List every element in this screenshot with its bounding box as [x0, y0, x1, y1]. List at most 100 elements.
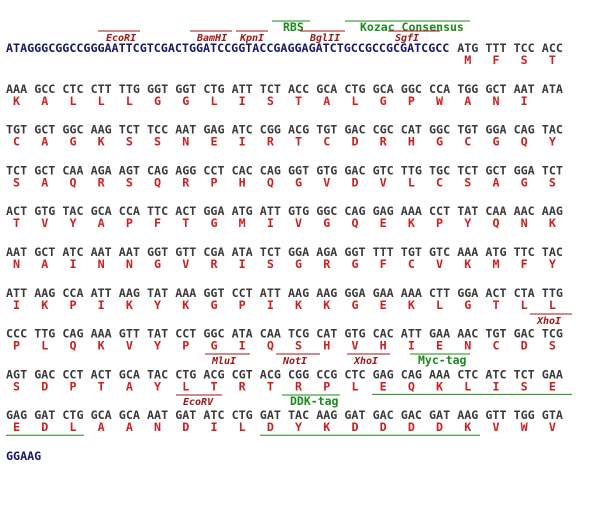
amino-acid: S — [549, 175, 556, 189]
amino-acid: S — [549, 339, 556, 353]
amino-acid: H — [323, 339, 330, 353]
amino-acid: S — [295, 339, 302, 353]
amino-acid: M — [464, 53, 471, 67]
codon: GTG — [288, 204, 309, 218]
codon: GGT — [203, 286, 224, 300]
codon: GGT — [288, 163, 309, 177]
codon: AAT — [6, 245, 27, 259]
amino-acid: H — [239, 175, 246, 189]
codon: GAA — [542, 367, 563, 381]
codon: GGT — [147, 82, 168, 96]
codon: ATC — [203, 408, 224, 422]
codon: CAG — [514, 123, 535, 137]
amino-acid: S — [13, 379, 20, 393]
codon: TGT — [401, 245, 422, 259]
amino-acid: R — [239, 379, 247, 393]
amino-acid: D — [267, 420, 274, 434]
codon: CGT — [232, 367, 253, 381]
codon: GAC — [344, 163, 365, 177]
amino-acid: L — [98, 94, 105, 108]
codon: ATT — [260, 286, 281, 300]
codon: AAA — [429, 367, 450, 381]
amino-acid: G — [436, 135, 443, 149]
codon: CAT — [316, 327, 337, 341]
amino-acid: A — [492, 175, 499, 189]
amino-acid: A — [323, 94, 330, 108]
codon: GAA — [429, 327, 450, 341]
amino-acid: V — [549, 420, 556, 434]
amino-acid: N — [126, 257, 133, 271]
codon: TCT — [542, 163, 563, 177]
codon: CCT — [429, 204, 450, 218]
codon: GGA — [485, 123, 506, 137]
amino-acid: V — [492, 420, 499, 434]
codon: GAC — [34, 367, 55, 381]
codon: CCT — [62, 367, 83, 381]
amino-acid: V — [41, 216, 48, 230]
codon: CAA — [260, 327, 281, 341]
codon: CTG — [344, 82, 365, 96]
codon: ATT — [6, 286, 27, 300]
codon: TCT — [6, 163, 27, 177]
amino-acid: E — [380, 298, 387, 312]
codon: AAG — [91, 123, 112, 137]
amino-acid: C — [492, 339, 499, 353]
amino-acid: P — [323, 379, 330, 393]
codon: GAT — [175, 408, 196, 422]
codon: GGA — [288, 245, 309, 259]
amino-acid: I — [239, 135, 246, 149]
amino-acid: G — [351, 257, 358, 271]
amino-acid: Y — [69, 216, 76, 230]
amino-acid: H — [408, 135, 415, 149]
amino-acid: P — [239, 298, 246, 312]
amino-acid: D — [521, 339, 528, 353]
codon: AGT — [6, 367, 27, 381]
codon: TAC — [542, 245, 563, 259]
amino-acid: L — [464, 379, 471, 393]
amino-acid: K — [41, 298, 48, 312]
codon: TCC — [514, 41, 535, 55]
amino-acid: N — [492, 94, 499, 108]
restriction-site: KpnI — [239, 33, 264, 44]
codon: TTG — [401, 163, 422, 177]
amino-acid: W — [521, 420, 529, 434]
codon: CCT — [232, 286, 253, 300]
amino-acid: Y — [549, 257, 556, 271]
amino-acid: Q — [267, 175, 274, 189]
codon: ATC — [62, 245, 83, 259]
amino-acid: P — [69, 298, 76, 312]
codon: GTC — [429, 245, 450, 259]
codon: CTC — [457, 367, 478, 381]
codon: GGC — [316, 204, 337, 218]
amino-acid: Y — [154, 339, 161, 353]
restriction-site: NotI — [282, 356, 307, 367]
codon: AGG — [175, 163, 196, 177]
codon: TCT — [119, 123, 140, 137]
amino-acid: A — [41, 135, 48, 149]
amino-acid: V — [351, 339, 358, 353]
amino-acid: W — [436, 94, 444, 108]
codon: GTT — [485, 408, 506, 422]
amino-acid: S — [126, 175, 133, 189]
codon: AAG — [457, 408, 478, 422]
codon: TAT — [457, 204, 478, 218]
amino-acid: L — [351, 379, 358, 393]
codon: CGG — [260, 123, 281, 137]
codon: GTT — [175, 245, 196, 259]
amino-acid: N — [13, 257, 20, 271]
amino-acid: T — [267, 379, 274, 393]
codon: GCT — [485, 163, 506, 177]
codon: AAC — [457, 327, 478, 341]
codon: CCT — [175, 327, 196, 341]
amino-acid: G — [154, 94, 161, 108]
amino-acid: N — [464, 339, 471, 353]
codon: CTG — [203, 82, 224, 96]
amino-acid: Q — [267, 339, 274, 353]
codon: GCA — [119, 408, 140, 422]
amino-acid: K — [323, 420, 330, 434]
codon: GCA — [91, 408, 112, 422]
codon: CGA — [203, 245, 224, 259]
codon: AAG — [316, 286, 337, 300]
codon: ACC — [288, 82, 309, 96]
amino-acid: H — [380, 339, 387, 353]
